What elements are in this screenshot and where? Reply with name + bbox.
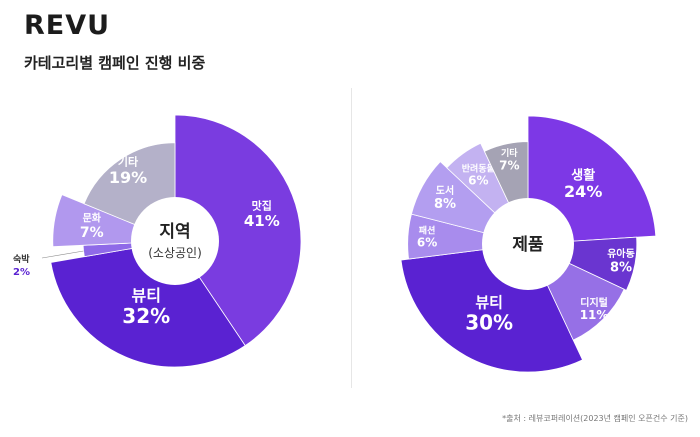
slice-label: 문화: [83, 213, 102, 225]
slice-label: 패션: [419, 224, 436, 236]
pie-center-circle: [482, 198, 574, 290]
slice-value: 2%: [13, 267, 30, 278]
slice-value: 30%: [465, 311, 513, 335]
center-title: 제품: [512, 235, 544, 255]
slice-label: 기타: [501, 147, 518, 159]
leader-line: [41, 250, 84, 259]
slice-label: 뷰티: [132, 286, 161, 305]
slice-label: 반려동물: [462, 162, 495, 174]
slice-value: 8%: [610, 260, 632, 275]
center-title: 지역: [159, 222, 190, 242]
slice-label: 맛집: [252, 198, 272, 212]
page-subtitle: 카테고리별 캠페인 진행 비중: [24, 54, 206, 72]
slice-value: 8%: [434, 197, 456, 212]
slice-label: 뷰티: [475, 294, 503, 312]
slice-value: 6%: [468, 174, 488, 188]
slice-label: 생활: [571, 168, 595, 184]
brand-logo: REVU: [24, 10, 111, 41]
pie-center-circle: [131, 197, 219, 285]
slice-value: 6%: [417, 236, 437, 250]
slice-label: 유아동: [607, 247, 635, 260]
slice-value: 11%: [580, 308, 609, 322]
slice-value: 19%: [109, 168, 147, 187]
chart-divider: [351, 88, 352, 388]
slice-label: 기타: [118, 154, 139, 168]
slice-value: 7%: [80, 225, 104, 241]
source-footnote: *출처 : 레뷰코퍼레이션(2023년 캠페인 오픈건수 기준): [502, 414, 688, 423]
pie-slice: [50, 240, 246, 368]
slice-label: 숙박: [13, 253, 30, 265]
slice-label: 디지털: [580, 296, 608, 309]
slice-value: 7%: [499, 158, 519, 172]
center-subtitle: (소상공인): [148, 246, 202, 260]
slice-value: 24%: [564, 182, 602, 201]
slice-value: 32%: [122, 304, 170, 328]
slice-value: 41%: [244, 212, 280, 230]
slice-label: 도서: [436, 184, 454, 197]
pie-slice: [174, 114, 302, 347]
